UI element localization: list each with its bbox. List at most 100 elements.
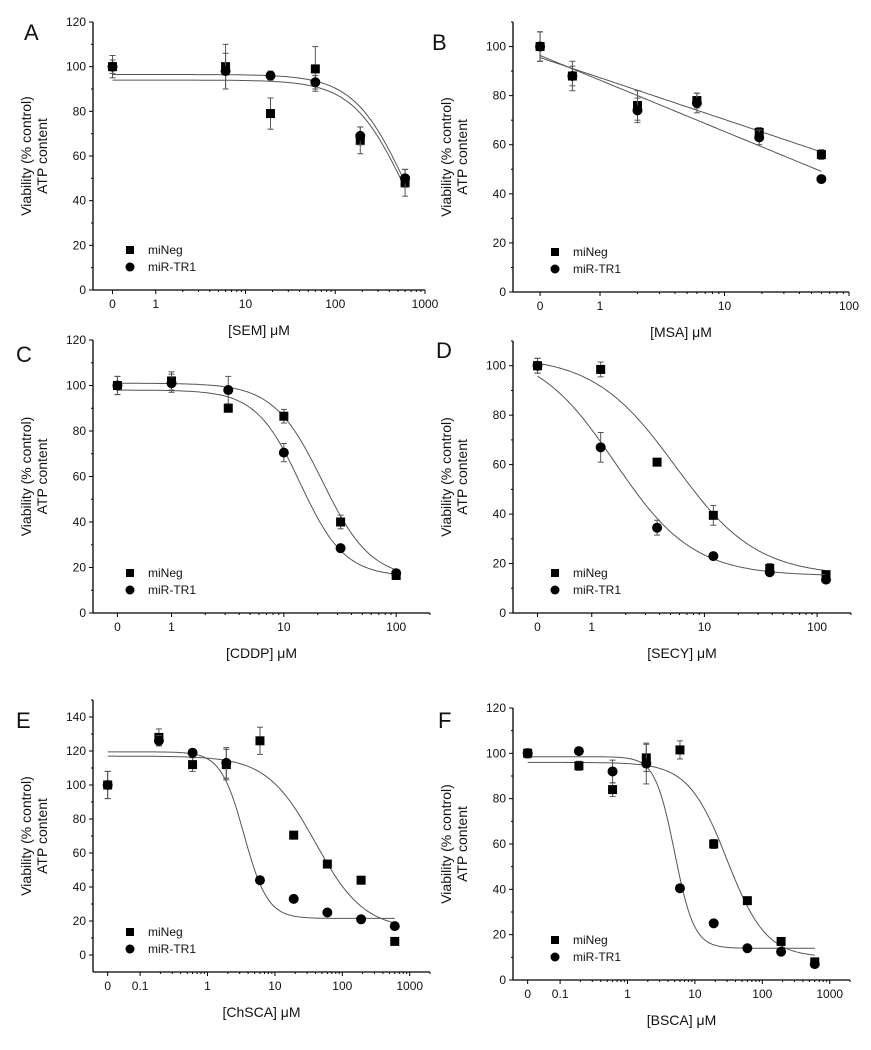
data-point-circle (573, 746, 584, 757)
legend-label: miR-TR1 (573, 950, 621, 964)
x-tick-label: 1 (204, 979, 211, 993)
data-point-square (574, 761, 584, 771)
data-point-square (742, 896, 752, 906)
panel-e: E 0 20 40 60 80 100 120 140 0 0.1 1 10 100 1000 [ChSCA]… (16, 699, 431, 1020)
y-tick-label: 80 (73, 424, 87, 438)
data-point-square (279, 411, 289, 421)
y-axis-label-line1: Viability (% control) (18, 96, 34, 216)
data-point-circle (265, 70, 276, 81)
y-tick-label: 60 (73, 149, 87, 163)
data-point-square (336, 517, 346, 527)
legend-marker-circle (550, 952, 560, 962)
data-point-square (608, 785, 618, 795)
y-tick-label: 0 (499, 606, 506, 620)
panel-letter: B (432, 30, 447, 55)
x-axis-label: [SECY] μM (647, 645, 717, 661)
legend-marker-circle (125, 262, 135, 272)
legend-label: miNeg (148, 566, 183, 580)
x-tick-label: 0 (537, 299, 544, 313)
x-tick-label: 10 (698, 620, 712, 634)
y-tick-label: 80 (73, 812, 87, 826)
data-point-square (816, 150, 826, 160)
y-tick-label: 20 (493, 928, 507, 942)
y-tick-label: 120 (66, 744, 86, 758)
data-point-circle (389, 921, 400, 932)
y-tick-label: 40 (73, 515, 87, 529)
y-tick-label: 40 (493, 187, 507, 201)
x-tick-label: 1 (624, 987, 631, 1001)
data-point-square (356, 875, 366, 885)
legend-marker-circle (550, 585, 560, 595)
x-axis-label: [ChSCA] μM (222, 1004, 300, 1020)
y-axis-label-line1: Viability (% control) (438, 97, 454, 217)
data-point-circle (742, 943, 753, 954)
y-tick-label: 60 (493, 837, 507, 851)
data-point-circle (809, 959, 820, 970)
data-point-circle (153, 735, 164, 746)
x-tick-label: 1 (597, 299, 604, 313)
y-tick-label: 120 (66, 15, 86, 29)
x-axis-label: [BSCA] μM (647, 1012, 717, 1028)
x-tick-label: 100 (839, 299, 859, 313)
data-point-circle (532, 360, 543, 371)
x-tick-label: 100 (386, 620, 406, 634)
data-point-circle (355, 130, 366, 141)
data-point-circle (112, 380, 123, 391)
panel-letter: E (16, 708, 31, 733)
legend-label: miNeg (573, 245, 608, 259)
y-tick-label: 60 (73, 846, 87, 860)
y-tick-label: 0 (499, 285, 506, 299)
legend-marker-square (551, 936, 559, 944)
data-point-circle (221, 757, 232, 768)
data-point-circle (254, 875, 265, 886)
data-point-square (223, 403, 233, 413)
data-point-square (652, 457, 662, 467)
legend-label: miR-TR1 (148, 583, 196, 597)
x-tick-label: 1 (588, 620, 595, 634)
data-point-square (310, 64, 320, 74)
fit-curve-mir-tr1 (537, 375, 827, 576)
data-point-circle (220, 66, 231, 77)
y-tick-label: 80 (493, 89, 507, 103)
data-point-circle (708, 551, 719, 562)
legend-label: miNeg (573, 933, 608, 947)
fit-curve-mineg (527, 761, 815, 956)
x-tick-label: 0.1 (132, 979, 149, 993)
data-point-circle (754, 132, 765, 143)
data-point-circle (535, 41, 546, 52)
data-point-circle (102, 780, 113, 790)
x-tick-label: 100 (752, 987, 772, 1001)
legend-marker-square (126, 928, 134, 936)
y-tick-label: 100 (486, 359, 506, 373)
x-tick-label: 0 (114, 620, 121, 634)
y-tick-label: 100 (486, 746, 506, 760)
data-point-square (266, 109, 276, 119)
legend-marker-circle (125, 944, 135, 954)
data-point-square (390, 936, 400, 946)
panel-letter: A (24, 20, 39, 45)
data-point-square (596, 364, 606, 374)
y-tick-label: 40 (493, 507, 507, 521)
data-point-square (776, 936, 786, 946)
x-tick-label: 100 (332, 979, 352, 993)
data-point-circle (764, 567, 775, 578)
legend-marker-circle (125, 585, 135, 595)
x-tick-label: 10 (688, 987, 702, 1001)
x-tick-label: 100 (807, 620, 827, 634)
data-point-circle (107, 61, 118, 72)
y-tick-label: 40 (73, 880, 87, 894)
x-tick-label: 0 (534, 620, 541, 634)
panel-d: D 0 20 40 60 80 100 0 1 10 100 [SECY] μM Viability (… (436, 338, 852, 661)
y-tick-label: 60 (73, 470, 87, 484)
panel-f: F 0 20 40 60 80 100 120 0 0.1 1 10 100 1000 [BSCA] μM V… (438, 701, 851, 1028)
panel-a: A 0 20 40 60 80 100 120 0 1 10 100 1000 [SEM] μM Viabi… (18, 15, 439, 338)
y-axis-label-line1: Viability (% control) (438, 417, 454, 537)
x-tick-label: 10 (268, 979, 282, 993)
data-point-circle (691, 98, 702, 108)
legend-label: miR-TR1 (573, 583, 621, 597)
data-point-circle (567, 71, 578, 81)
x-axis-label: [MSA] μM (650, 324, 712, 340)
y-tick-label: 80 (493, 792, 507, 806)
fit-curve-mineg (112, 79, 406, 188)
